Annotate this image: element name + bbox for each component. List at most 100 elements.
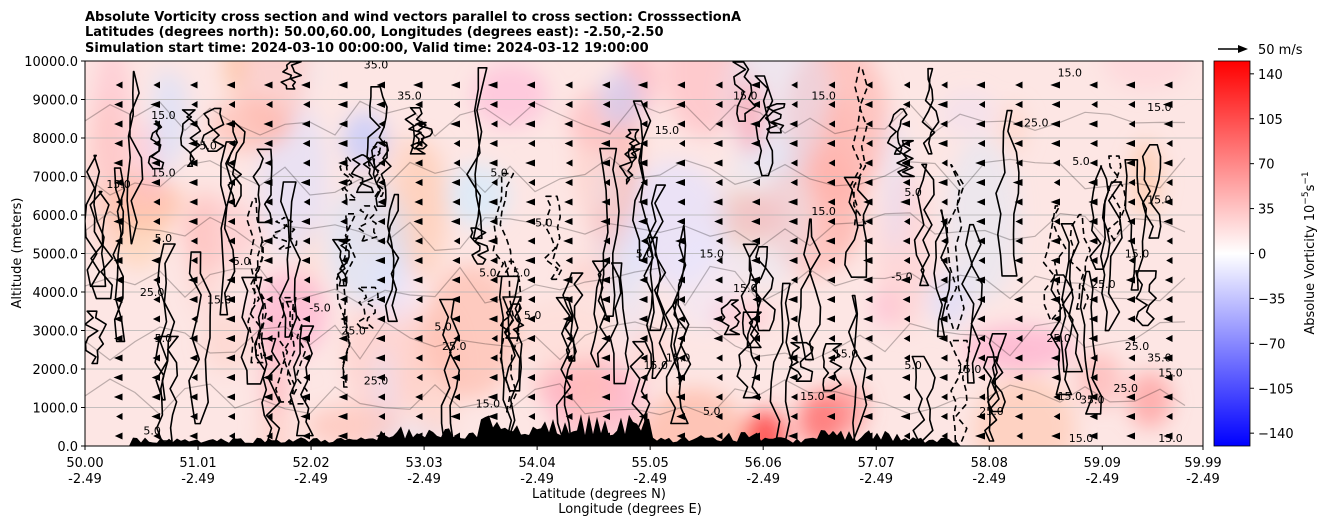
wind-vector-arrow (115, 276, 123, 284)
wind-vector-arrow (114, 120, 123, 128)
wind-vector-arrow (378, 413, 385, 420)
wind-vector-arrow (452, 198, 460, 206)
wind-vector-arrow (601, 315, 610, 323)
wind-vector-arrow (151, 257, 160, 264)
vorticity-patch (343, 112, 387, 168)
wind-vector-arrow (677, 354, 685, 362)
wind-vector-arrow (1088, 315, 1098, 323)
wind-vector-arrow (377, 218, 385, 225)
wind-vector-arrow (1051, 101, 1060, 108)
vorticity-patch (1130, 140, 1163, 216)
wind-vector-arrow (1164, 374, 1173, 381)
contour-label: 15.0 (1158, 367, 1183, 380)
wind-vector-arrow (941, 237, 948, 245)
wind-vector-arrow (904, 218, 910, 225)
wind-vector-arrow (565, 432, 573, 440)
wind-vector-arrow (753, 354, 760, 362)
wind-vector-arrow (1050, 120, 1060, 128)
contour-line (339, 154, 358, 201)
wind-vector-arrow (1164, 81, 1173, 89)
wind-vector-arrow (862, 413, 873, 420)
wind-vector-arrow (977, 315, 985, 323)
wind-vector-arrow (189, 120, 198, 128)
contour-label: 15.0 (733, 282, 758, 295)
wind-vector-arrow (225, 296, 235, 303)
wind-vector-arrow (225, 120, 235, 128)
wind-vector-arrow (375, 432, 385, 440)
wind-vector-arrow (451, 354, 460, 362)
contour-label: 15.0 (655, 124, 680, 137)
wind-vector-arrow (601, 257, 610, 264)
y-tick-label: 4000.0 (33, 286, 79, 301)
contour-line (408, 121, 434, 150)
wind-vector-arrow (940, 257, 948, 264)
wind-vector-arrow (677, 81, 685, 89)
contour-label: 15.0 (811, 205, 836, 218)
wind-vector-arrow (900, 198, 910, 206)
wind-vector-arrow (864, 179, 873, 186)
wind-vector-arrow (1014, 315, 1023, 323)
wind-vector-arrow (1088, 198, 1098, 206)
contour-line (664, 298, 689, 425)
wind-vector-arrow (1053, 393, 1060, 401)
wind-vector-arrow (414, 257, 423, 264)
contour-line (470, 227, 489, 265)
wind-vector-arrow (115, 237, 123, 245)
wind-vector-arrow (978, 257, 985, 264)
contour-line (646, 236, 668, 379)
wind-vector-arrow (376, 374, 385, 381)
x-tick-label-lon: -2.49 (520, 472, 554, 487)
wind-vector-arrow (676, 218, 685, 225)
wind-vector-arrow (76, 355, 85, 362)
colorbar-tick-label: −35 (1258, 292, 1285, 307)
contour-line (624, 128, 641, 159)
wind-vector-arrow (227, 218, 235, 225)
wind-vector-arrow (153, 81, 160, 89)
wind-vector-arrow (526, 81, 535, 89)
wind-vector-arrow (712, 315, 723, 323)
wind-vector-arrow (527, 354, 535, 362)
wind-vector-arrow (266, 296, 273, 303)
wind-vector-arrow (938, 179, 948, 186)
wind-vector-arrow (864, 393, 873, 401)
wind-vector-arrow (564, 296, 573, 303)
wind-vector-arrow (639, 335, 648, 342)
wind-vector-arrow (113, 393, 123, 401)
wind-vector-arrow (865, 296, 873, 303)
wind-vector-arrow (1013, 374, 1023, 381)
wind-vector-arrow (113, 218, 123, 225)
contour-line (848, 294, 868, 442)
wind-vector-arrow (1051, 140, 1060, 147)
wind-vector-arrow (338, 120, 348, 128)
wind-vector-arrow (1090, 257, 1098, 264)
vorticity-patch (201, 310, 253, 373)
contour-line (913, 163, 935, 287)
wind-vector-arrow (1162, 354, 1173, 362)
wind-vector-arrow (228, 179, 235, 186)
wind-vector-arrow (151, 159, 160, 167)
contour-label: 15.0 (733, 90, 758, 103)
wind-vector-arrow (1166, 237, 1173, 245)
wind-vector-arrow (1125, 413, 1135, 420)
wind-vector-arrow (750, 276, 760, 284)
wind-vector-arrow (639, 276, 648, 284)
wind-vector-arrow (337, 413, 348, 420)
wind-vector-arrow (1050, 257, 1060, 264)
contour-line (154, 335, 179, 442)
wind-vector-arrow (1163, 432, 1173, 440)
contour-label: 15.0 (811, 90, 836, 103)
wind-vector-arrow (226, 374, 235, 381)
contour-label: 15.0 (1058, 390, 1083, 403)
wind-vector-arrow (525, 120, 535, 128)
wind-vector-arrow (940, 120, 948, 128)
wind-vector-arrow (978, 374, 985, 381)
wind-vector-arrow (1050, 354, 1060, 362)
wind-vector-arrow (716, 257, 723, 264)
contour-line (1069, 213, 1091, 310)
wind-vector-arrow (640, 393, 648, 401)
wind-vector-arrow (977, 354, 985, 362)
contour-label: 5.0 (513, 267, 531, 280)
wind-vector-arrow (564, 374, 573, 381)
contour-line (355, 286, 379, 329)
x-tick-label-lon: -2.49 (181, 472, 215, 487)
